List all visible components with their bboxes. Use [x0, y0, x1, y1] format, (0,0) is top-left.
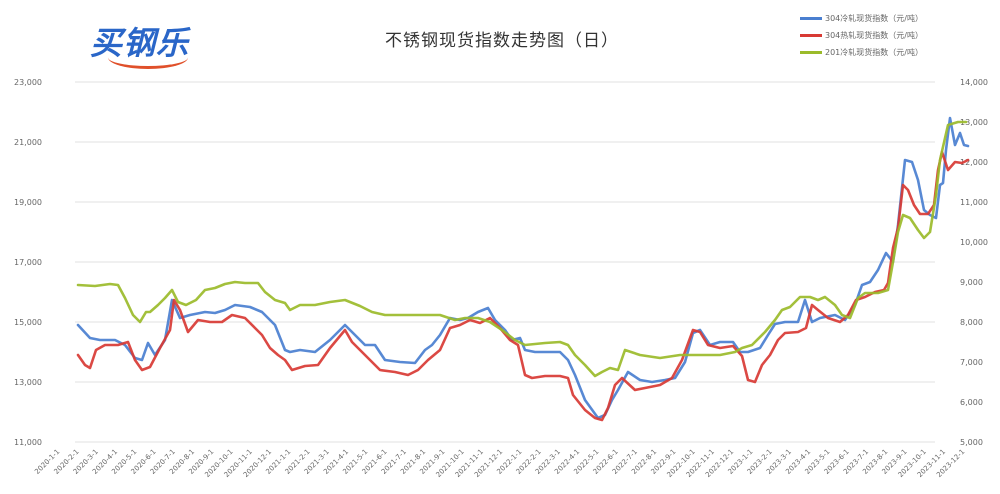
gridlines — [75, 81, 935, 443]
y-left-tick: 11,000 — [14, 438, 42, 447]
y-left-tick: 17,000 — [14, 258, 42, 267]
series-line — [76, 116, 970, 420]
y-right-tick: 6,000 — [960, 398, 983, 407]
y-right-tick: 13,000 — [960, 118, 988, 127]
y-right-tick: 11,000 — [960, 198, 988, 207]
logo-smile-icon — [108, 46, 188, 69]
chart-title: 不锈钢现货指数走势图（日） — [385, 31, 619, 51]
legend-item-201-cold[interactable]: 201冷轧现货指数（元/吨） — [800, 44, 923, 61]
y-right-tick: 9,000 — [960, 278, 983, 287]
legend-swatch-green — [800, 51, 822, 54]
series-line — [76, 150, 970, 422]
y-left-tick: 15,000 — [14, 318, 42, 327]
legend-item-304-hot[interactable]: 304热轧现货指数（元/吨） — [800, 27, 923, 44]
y-left-tick: 23,000 — [14, 78, 42, 87]
legend-item-304-cold[interactable]: 304冷轧现货指数（元/吨） — [800, 10, 923, 27]
x-axis: 2020-1-12020-2-12020-3-12020-4-12020-5-1… — [33, 448, 966, 479]
series-lines — [76, 116, 970, 422]
legend-label: 304冷轧现货指数（元/吨） — [825, 14, 923, 23]
y-right-tick: 7,000 — [960, 358, 983, 367]
series-line — [76, 120, 968, 378]
y-right-tick: 10,000 — [960, 238, 988, 247]
y-axis-right: 14,000 13,000 12,000 11,000 10,000 9,000 8,000… — [960, 78, 988, 447]
y-right-tick: 8,000 — [960, 318, 983, 327]
chart-legend: 304冷轧现货指数（元/吨） 304热轧现货指数（元/吨） 201冷轧现货指数（… — [800, 10, 923, 61]
legend-label: 304热轧现货指数（元/吨） — [825, 31, 923, 40]
y-axis-left: 23,000 21,000 19,000 17,000 15,000 13,000 11,0… — [14, 78, 42, 447]
legend-label: 201冷轧现货指数（元/吨） — [825, 48, 923, 57]
legend-swatch-blue — [800, 17, 822, 20]
y-right-tick: 12,000 — [960, 158, 988, 167]
y-left-tick: 19,000 — [14, 198, 42, 207]
y-right-tick: 14,000 — [960, 78, 988, 87]
y-left-tick: 21,000 — [14, 138, 42, 147]
logo: 买钢乐 — [86, 18, 236, 69]
y-right-tick: 5,000 — [960, 438, 983, 447]
legend-swatch-red — [800, 34, 822, 37]
y-left-tick: 13,000 — [14, 378, 42, 387]
